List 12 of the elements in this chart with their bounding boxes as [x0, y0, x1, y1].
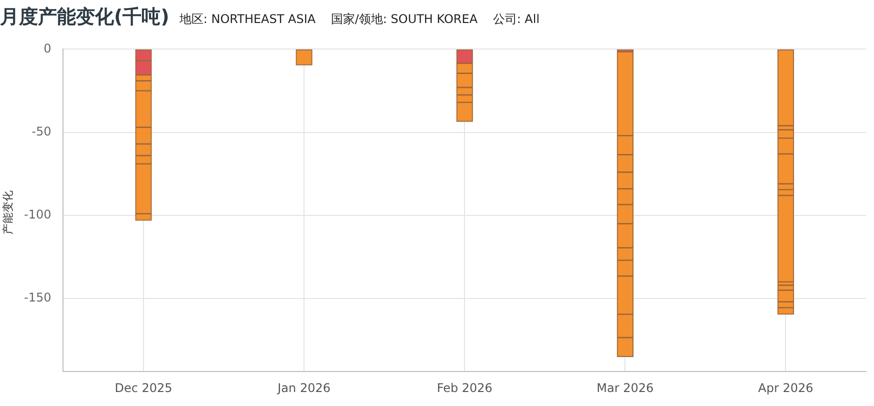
x-tick-label: Mar 2026 [596, 380, 654, 395]
y-tick-label: -100 [24, 208, 52, 222]
x-tick-label: Apr 2026 [758, 380, 814, 395]
y-axis-title: 产能变化 [0, 190, 16, 236]
y-tick-label: 0 [44, 41, 52, 56]
y-tick-label: -50 [32, 124, 52, 138]
x-tick-label: Feb 2026 [436, 380, 492, 395]
x-tick-label: Jan 2026 [276, 380, 330, 395]
x-tick-label: Dec 2025 [114, 380, 172, 395]
chart-title: 月度产能变化(千吨) [0, 5, 170, 30]
y-tick-label: -150 [24, 290, 52, 305]
chart-subtitle: 地区: NORTHEAST ASIA 国家/领地: SOUTH KOREA 公司: All [179, 11, 540, 28]
